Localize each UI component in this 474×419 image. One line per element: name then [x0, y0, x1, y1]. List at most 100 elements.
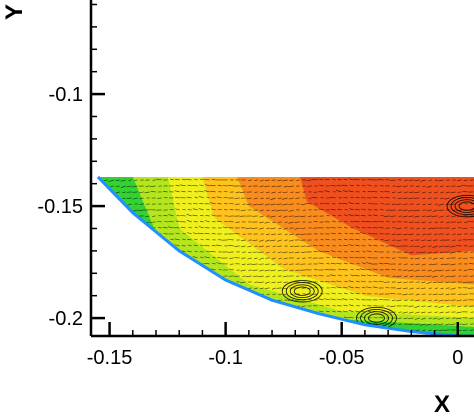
velocity-vector	[259, 221, 264, 224]
velocity-vector	[323, 202, 330, 205]
velocity-vector	[300, 245, 306, 247]
velocity-vector	[254, 179, 258, 181]
velocity-vector	[428, 179, 432, 182]
velocity-vector	[457, 305, 462, 308]
velocity-vector	[115, 179, 120, 182]
velocity-vector	[282, 203, 288, 206]
velocity-vector	[325, 238, 330, 241]
velocity-vector	[421, 221, 426, 224]
velocity-vector	[420, 179, 426, 182]
velocity-vector	[421, 215, 426, 217]
velocity-vector	[324, 269, 330, 271]
velocity-vector	[156, 221, 162, 223]
velocity-vector	[428, 329, 432, 331]
velocity-vector	[396, 233, 402, 236]
velocity-vector	[270, 203, 276, 206]
velocity-vector	[373, 238, 378, 241]
velocity-vector	[270, 197, 276, 201]
velocity-vector	[349, 184, 354, 187]
velocity-vector	[396, 299, 402, 302]
velocity-vector	[182, 238, 186, 241]
velocity-vector	[247, 245, 252, 248]
velocity-vector	[318, 250, 324, 253]
velocity-vector	[414, 221, 420, 223]
velocity-vector	[366, 274, 372, 277]
velocity-vector	[175, 232, 180, 235]
velocity-vector	[409, 191, 414, 193]
velocity-vector	[410, 257, 414, 260]
velocity-vector	[367, 214, 372, 217]
velocity-vector	[462, 227, 468, 230]
velocity-vector	[372, 281, 378, 283]
velocity-vector	[252, 269, 258, 271]
velocity-vector	[302, 209, 306, 211]
velocity-vector	[206, 208, 210, 211]
velocity-vector	[216, 262, 222, 265]
velocity-vector	[332, 179, 336, 181]
velocity-vector	[404, 299, 408, 301]
velocity-vector	[446, 317, 450, 319]
velocity-vector	[122, 197, 126, 200]
velocity-vector	[206, 196, 210, 199]
velocity-vector	[212, 256, 216, 259]
velocity-vector	[229, 203, 234, 205]
velocity-vector	[342, 184, 348, 187]
velocity-vector	[330, 250, 336, 253]
velocity-vector	[277, 239, 282, 242]
velocity-vector	[282, 251, 288, 253]
velocity-vector	[433, 191, 438, 194]
velocity-vector	[234, 275, 240, 277]
velocity-vector	[295, 269, 300, 271]
velocity-vector	[336, 185, 342, 187]
velocity-vector	[373, 214, 378, 217]
velocity-vector	[456, 311, 462, 314]
velocity-vector	[428, 227, 432, 230]
velocity-vector	[407, 317, 414, 320]
velocity-vector	[338, 244, 342, 247]
velocity-vector	[259, 185, 264, 187]
velocity-vector	[355, 197, 360, 199]
velocity-vector	[132, 197, 138, 200]
velocity-vector	[288, 221, 294, 224]
velocity-vector	[164, 220, 168, 223]
velocity-vector	[271, 209, 276, 212]
velocity-vector	[422, 197, 426, 200]
velocity-vector	[343, 292, 348, 295]
velocity-vector	[170, 178, 174, 181]
velocity-vector	[384, 197, 390, 199]
velocity-vector	[416, 233, 420, 236]
velocity-vector	[252, 203, 258, 206]
vortex-ring-2	[450, 197, 474, 216]
velocity-vector	[318, 262, 324, 265]
velocity-vector	[445, 281, 450, 284]
velocity-vector	[402, 215, 408, 218]
velocity-vector	[439, 191, 444, 194]
velocity-vector	[385, 221, 390, 223]
velocity-vector	[428, 299, 432, 302]
velocity-vector	[361, 274, 366, 277]
velocity-vector	[257, 251, 264, 253]
velocity-vector	[187, 238, 192, 241]
velocity-vector	[378, 298, 384, 301]
velocity-vector	[422, 203, 426, 206]
velocity-vector	[296, 179, 300, 181]
x-tick-label: -0.15	[87, 347, 133, 369]
velocity-vector	[419, 275, 426, 278]
velocity-vector	[348, 178, 354, 181]
velocity-vector	[343, 179, 348, 181]
velocity-vector	[265, 251, 270, 254]
velocity-vector	[403, 317, 408, 320]
y-tick-labels: -0.1 -0.15 -0.2	[37, 84, 83, 330]
velocity-vector	[390, 305, 396, 308]
velocity-vector	[197, 232, 204, 235]
velocity-vector	[432, 317, 438, 320]
velocity-vector	[278, 227, 282, 230]
velocity-vector	[247, 257, 252, 260]
velocity-vector	[300, 203, 306, 206]
velocity-vector	[253, 275, 258, 277]
velocity-vector	[415, 293, 420, 296]
velocity-vector	[361, 185, 366, 187]
velocity-vector	[186, 214, 192, 217]
vortex-ring-0	[289, 284, 315, 299]
velocity-vector	[204, 184, 210, 187]
